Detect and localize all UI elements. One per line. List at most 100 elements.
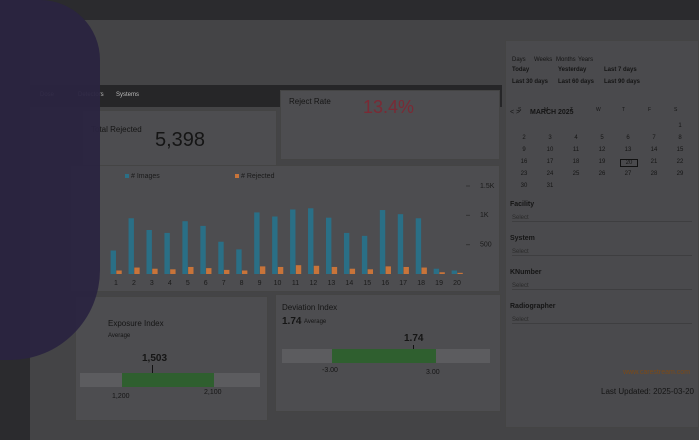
footer-site[interactable]: www.carestream.com	[623, 369, 690, 376]
period-tab[interactable]: Weeks	[534, 57, 553, 63]
quick-range[interactable]: Yesterday	[558, 67, 587, 73]
bar	[367, 269, 374, 274]
nav-tab[interactable]: Systems	[116, 92, 140, 98]
gauge-panel: Deviation Index 1.74 Average 1.74 -3.00 …	[275, 294, 501, 412]
bar	[331, 266, 338, 274]
calendar-day[interactable]: 18	[572, 159, 580, 165]
filter-select[interactable]: Select	[512, 249, 692, 256]
calendar-day[interactable]: 17	[546, 159, 554, 165]
calendar-day[interactable]: 6	[626, 135, 630, 141]
calendar-day[interactable]: 7	[652, 135, 656, 141]
calendar-day[interactable]: 16	[520, 159, 528, 165]
calendar-day[interactable]: 11	[572, 147, 580, 153]
bar	[403, 266, 409, 274]
filter-label: Facility	[510, 201, 535, 208]
bar	[349, 268, 356, 274]
card-value: 13.4%	[363, 97, 415, 117]
x-tick-label: 9	[258, 280, 262, 287]
calendar-day[interactable]: 30	[520, 183, 528, 189]
foreground-blur	[0, 0, 100, 360]
chart-panel: 500 1K 1.5K # Images # Rejected 1 2 3 4 5 6 7 8 9 10 11…	[70, 165, 500, 292]
calendar-day[interactable]: 27	[624, 171, 632, 177]
filter-select[interactable]: Select	[512, 215, 692, 222]
calendar-day[interactable]: 31	[546, 183, 554, 189]
bar	[379, 210, 386, 274]
weekday: T	[570, 107, 574, 113]
calendar-day[interactable]: 10	[546, 147, 554, 153]
bar	[206, 268, 212, 274]
calendar-day[interactable]: 2	[522, 135, 526, 141]
calendar-day[interactable]: 28	[650, 171, 658, 177]
bar	[259, 266, 266, 274]
x-tick-label: 7	[222, 280, 226, 287]
gauge-title: Exposure Index	[108, 319, 164, 328]
calendar-day[interactable]: 22	[676, 159, 684, 165]
x-tick-label: 8	[240, 280, 244, 287]
calendar-day[interactable]: 15	[676, 147, 684, 153]
x-tick-label: 19	[435, 280, 443, 287]
calendar-day[interactable]: 19	[598, 159, 606, 165]
quick-range[interactable]: Last 60 days	[558, 79, 595, 85]
calendar-day[interactable]: 4	[574, 135, 578, 141]
x-tick-label: 16	[381, 280, 389, 287]
calendar-day[interactable]: 25	[572, 171, 580, 177]
legend-swatch	[125, 174, 129, 178]
x-tick-label: 18	[417, 280, 425, 287]
calendar-day[interactable]: 21	[650, 159, 658, 165]
filter-select[interactable]: Select	[512, 317, 692, 324]
x-tick-label: 13	[327, 280, 335, 287]
x-tick-label: 17	[399, 280, 407, 287]
calendar-day[interactable]: 14	[650, 147, 658, 153]
bar	[325, 217, 332, 274]
bar	[295, 265, 302, 274]
calendar-nav[interactable]: < >	[510, 109, 521, 116]
x-tick-label: 11	[292, 280, 299, 287]
x-tick-label: 12	[310, 280, 318, 287]
calendar-day[interactable]: 3	[548, 135, 552, 141]
legend-swatch	[235, 174, 239, 178]
quick-range[interactable]: Last 30 days	[512, 79, 549, 85]
period-tab[interactable]: Months	[556, 57, 576, 63]
bar	[277, 266, 284, 274]
bar	[164, 232, 170, 274]
x-tick-label: 20	[453, 280, 461, 287]
bar	[451, 270, 458, 274]
calendar-day[interactable]: 8	[678, 135, 682, 141]
bar	[385, 266, 391, 274]
filter-select[interactable]: Select	[512, 283, 692, 290]
side-panel: MARCH 2025 < > www.carestream.com Last U…	[505, 40, 699, 428]
filter-label: Radiographer	[510, 303, 556, 310]
period-tab[interactable]: Years	[578, 57, 594, 63]
gauge-high: 3.00	[426, 369, 440, 376]
calendar-day[interactable]: 1	[678, 123, 682, 129]
quick-range[interactable]: Last 90 days	[604, 79, 641, 85]
calendar-day[interactable]: 13	[624, 147, 632, 153]
calendar-day[interactable]: 29	[676, 171, 684, 177]
bar	[421, 267, 427, 274]
weekday: T	[622, 107, 626, 113]
bar	[308, 208, 314, 274]
bar	[272, 216, 278, 274]
calendar-day[interactable]: 23	[520, 171, 528, 177]
calendar-month: MARCH 2025	[530, 109, 574, 116]
gauge-low: 1,200	[112, 393, 130, 400]
period-tab[interactable]: Days	[512, 57, 526, 63]
calendar-day[interactable]: 9	[522, 147, 526, 153]
quick-range[interactable]: Last 7 days	[604, 67, 637, 73]
y-tick-label: 500	[480, 242, 492, 249]
gauge-range	[122, 373, 214, 387]
calendar-day[interactable]: 5	[600, 135, 604, 141]
x-tick-label: 6	[204, 280, 208, 287]
x-tick-label: 14	[345, 280, 353, 287]
calendar-day[interactable]: 12	[598, 147, 606, 153]
bar	[182, 221, 188, 274]
filter-label: System	[510, 235, 535, 242]
quick-range[interactable]: Today	[512, 67, 530, 73]
card-label: Total Rejected	[91, 125, 142, 134]
calendar-day[interactable]: 24	[546, 171, 554, 177]
x-tick-label: 2	[132, 280, 136, 287]
calendar-day[interactable]: 20	[620, 159, 638, 167]
calendar-day[interactable]: 26	[598, 171, 606, 177]
y-tick-label: 1K	[480, 212, 489, 219]
